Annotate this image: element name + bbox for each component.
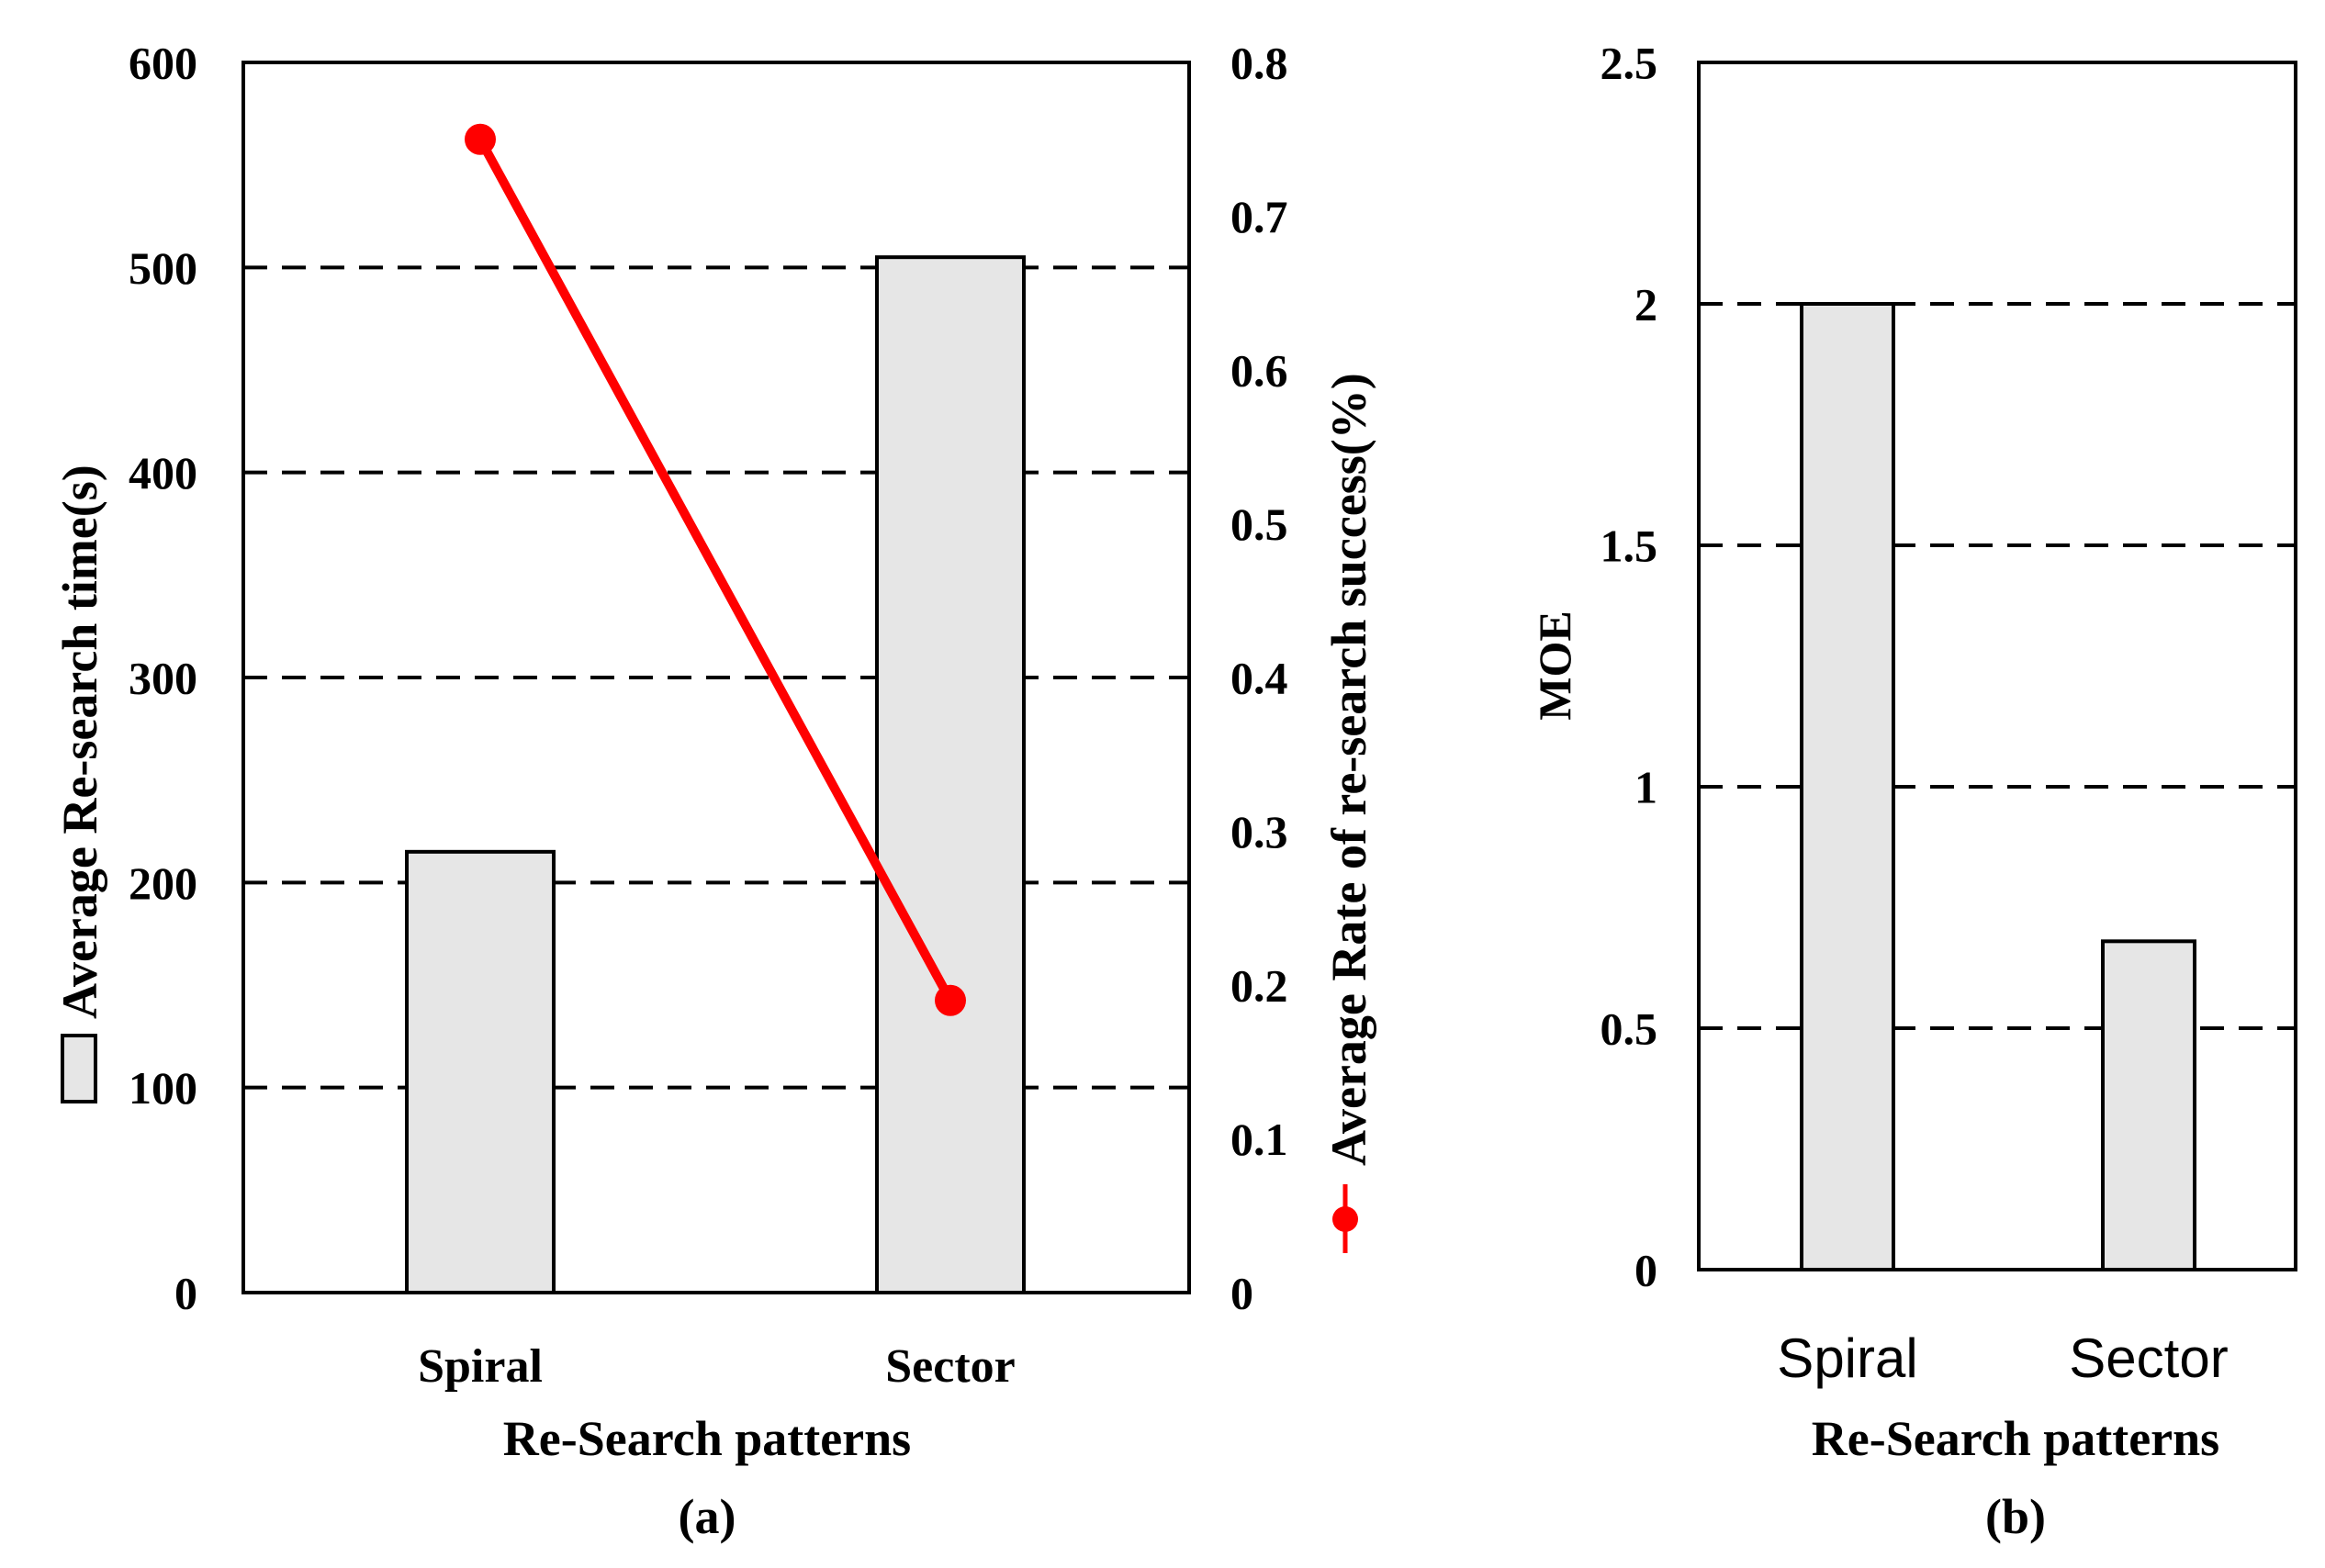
panel-a-left-axis-label: Average Re-search time(s) [52, 465, 107, 1019]
panel-a-x-axis-label: Re-Search patterns [503, 1411, 911, 1466]
panel-a-left-tick-labels: 0 100 200 300 400 500 600 [129, 38, 197, 1319]
panel-b-panel-label: (b) [1985, 1489, 2046, 1544]
success-rate-point-sector [935, 984, 966, 1016]
y-tick-label-300: 300 [129, 653, 197, 704]
panel-b-tick-labels: 0 0.5 1 1.5 2 2.5 [1601, 38, 1658, 1296]
y-tick-label-2: 2 [1634, 279, 1657, 330]
y-tick-label-0.5: 0.5 [1601, 1003, 1658, 1055]
y2-tick-label-0.5: 0.5 [1230, 498, 1288, 550]
y-tick-label-1: 1 [1634, 762, 1657, 813]
success-rate-point-spiral [465, 123, 496, 155]
panel-a-plot-frame [241, 61, 1191, 1294]
panel-a-bars [405, 255, 1026, 1295]
panel-a-gridlines [243, 265, 1189, 1090]
panel-b-x-axis-label: Re-Search patterns [1812, 1411, 2219, 1466]
y-tick-label-100: 100 [129, 1062, 197, 1114]
panel-a-line-series [465, 123, 966, 1016]
y2-tick-label-0.7: 0.7 [1230, 191, 1288, 242]
y-tick-label-0: 0 [1634, 1245, 1657, 1296]
y2-tick-label-0.6: 0.6 [1230, 345, 1288, 397]
y2-tick-label-0: 0 [1230, 1268, 1253, 1319]
y2-tick-label-0.4: 0.4 [1230, 653, 1288, 704]
bar-sector [2101, 939, 2196, 1271]
y2-tick-label-0.1: 0.1 [1230, 1114, 1288, 1165]
y-tick-label-1.5: 1.5 [1601, 521, 1658, 572]
category-label-sector: Sector [885, 1340, 1015, 1393]
panel-a-right-tick-labels: 0 0.1 0.2 0.3 0.4 0.5 0.6 0.7 0.8 [1230, 38, 1288, 1319]
category-label-spiral: Spiral [418, 1340, 543, 1393]
panel-b-y-axis-label: MOE [1529, 610, 1580, 720]
y2-tick-label-0.3: 0.3 [1230, 806, 1288, 857]
panel-a-bar-legend-swatch [61, 1034, 97, 1103]
panel-b-plot-frame [1697, 61, 2297, 1271]
panel-a-right-axis-label: Average Rate of re-search success(%) [1321, 373, 1376, 1166]
y2-tick-label-0.2: 0.2 [1230, 960, 1288, 1012]
panel-a-panel-label: (a) [679, 1489, 736, 1544]
y-tick-label-200: 200 [129, 857, 197, 909]
panel-b-category-labels: Spiral Sector [1777, 1327, 2228, 1389]
category-label-sector: Sector [2069, 1327, 2228, 1389]
y-tick-label-0: 0 [174, 1268, 197, 1319]
category-label-spiral: Spiral [1777, 1327, 1917, 1389]
y-tick-label-400: 400 [129, 447, 197, 498]
y-tick-label-600: 600 [129, 38, 197, 89]
panel-b: 0 0.5 1 1.5 2 2.5 Spiral Sector MOE Re-Search … [1529, 38, 2297, 1544]
panel-a-line-legend-marker [1332, 1184, 1358, 1253]
y-tick-label-500: 500 [129, 242, 197, 294]
bar-sector [875, 255, 1026, 1295]
panel-b-gridlines [1699, 302, 2296, 1030]
y-tick-label-2.5: 2.5 [1601, 38, 1658, 89]
bar-spiral [405, 849, 556, 1294]
success-rate-line [476, 134, 955, 1005]
y2-tick-label-0.8: 0.8 [1230, 38, 1288, 89]
panel-a-category-labels: Spiral Sector [418, 1340, 1016, 1393]
panel-b-bars [1800, 302, 2196, 1271]
bar-spiral [1800, 302, 1895, 1271]
